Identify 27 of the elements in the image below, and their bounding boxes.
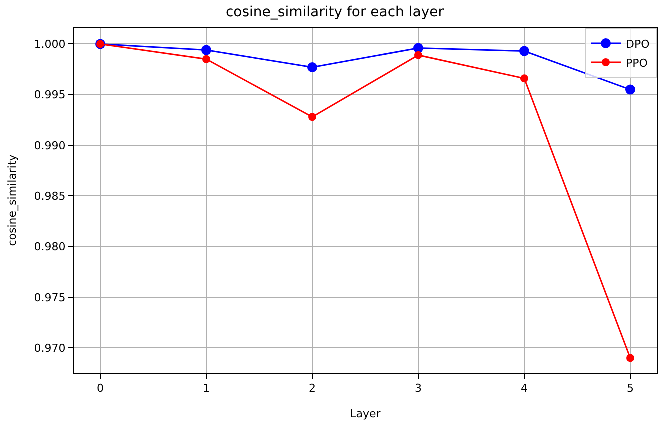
legend-label: DPO (626, 38, 650, 51)
x-tick-label: 1 (203, 382, 210, 396)
y-axis-title: cosine_similarity (6, 154, 19, 246)
y-tick-label: 0.970 (34, 342, 66, 355)
y-tick-label: 0.985 (34, 190, 66, 203)
y-tick-label: 0.975 (34, 291, 66, 304)
y-tick-label: 0.995 (34, 88, 66, 102)
point (520, 46, 530, 56)
point (308, 62, 318, 72)
point (520, 74, 528, 83)
point (626, 354, 634, 362)
point (202, 45, 212, 56)
y-tick-label: 0.990 (34, 139, 66, 152)
x-tick-label: 4 (521, 382, 528, 396)
x-tick-label: 3 (415, 382, 422, 396)
legend-label: PPO (626, 56, 648, 70)
y-tick-label: 0.980 (34, 240, 66, 254)
chart-title: cosine_similarity for each layer (226, 4, 444, 20)
point (308, 113, 316, 122)
x-tick-label: 2 (309, 382, 316, 396)
x-tick-label: 0 (97, 382, 104, 396)
point (626, 84, 636, 95)
x-tick-label: 5 (627, 382, 634, 396)
x-axis-title: Layer (350, 407, 382, 420)
point (414, 51, 422, 60)
point (202, 55, 210, 64)
y-tick-label: 1.000 (34, 38, 66, 52)
